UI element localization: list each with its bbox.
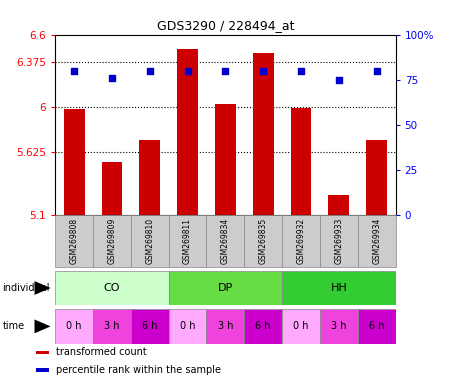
Bar: [365, 141, 386, 215]
Bar: [93, 309, 130, 344]
Bar: [252, 53, 273, 215]
Text: 6 h: 6 h: [368, 321, 384, 331]
Text: CO: CO: [103, 283, 120, 293]
Point: [372, 68, 380, 74]
Text: time: time: [2, 321, 24, 331]
Bar: [281, 309, 319, 344]
Text: GSM269809: GSM269809: [107, 218, 116, 264]
Bar: [319, 309, 357, 344]
Point: [70, 68, 78, 74]
Text: 3 h: 3 h: [330, 321, 346, 331]
Bar: [55, 309, 93, 344]
Text: 3 h: 3 h: [104, 321, 119, 331]
Bar: [63, 109, 84, 215]
Point: [297, 68, 304, 74]
Text: transformed count: transformed count: [56, 348, 146, 358]
Bar: [206, 215, 244, 267]
Text: GSM269811: GSM269811: [183, 218, 192, 264]
Bar: [168, 215, 206, 267]
Bar: [36, 351, 49, 354]
Bar: [101, 162, 122, 215]
Polygon shape: [34, 319, 50, 333]
Text: GSM269932: GSM269932: [296, 218, 305, 264]
Text: 6 h: 6 h: [142, 321, 157, 331]
Text: percentile rank within the sample: percentile rank within the sample: [56, 365, 220, 375]
Text: GSM269933: GSM269933: [334, 218, 342, 264]
Bar: [177, 49, 197, 215]
Bar: [290, 108, 311, 215]
Text: 3 h: 3 h: [217, 321, 233, 331]
Text: GSM269934: GSM269934: [371, 218, 381, 264]
Text: HH: HH: [330, 283, 347, 293]
Text: 0 h: 0 h: [179, 321, 195, 331]
Bar: [55, 271, 168, 305]
Bar: [357, 215, 395, 267]
Point: [184, 68, 191, 74]
Text: GSM269810: GSM269810: [145, 218, 154, 264]
Point: [146, 68, 153, 74]
Bar: [36, 369, 49, 372]
Bar: [130, 215, 168, 267]
Text: GSM269834: GSM269834: [220, 218, 230, 264]
Bar: [328, 195, 348, 215]
Bar: [130, 309, 168, 344]
Bar: [93, 215, 130, 267]
Text: 0 h: 0 h: [293, 321, 308, 331]
Bar: [139, 141, 160, 215]
Bar: [281, 271, 395, 305]
Bar: [281, 215, 319, 267]
Bar: [206, 309, 244, 344]
Bar: [214, 104, 235, 215]
Point: [108, 75, 115, 81]
Title: GDS3290 / 228494_at: GDS3290 / 228494_at: [157, 19, 293, 32]
Point: [221, 68, 229, 74]
Text: GSM269808: GSM269808: [69, 218, 78, 264]
Bar: [168, 309, 206, 344]
Bar: [319, 215, 357, 267]
Polygon shape: [34, 281, 50, 295]
Text: DP: DP: [217, 283, 233, 293]
Text: 0 h: 0 h: [66, 321, 82, 331]
Bar: [55, 215, 93, 267]
Text: GSM269835: GSM269835: [258, 218, 267, 264]
Point: [259, 68, 266, 74]
Bar: [357, 309, 395, 344]
Point: [335, 77, 342, 83]
Bar: [244, 309, 281, 344]
Bar: [168, 271, 281, 305]
Text: 6 h: 6 h: [255, 321, 270, 331]
Text: individual: individual: [2, 283, 50, 293]
Bar: [244, 215, 281, 267]
